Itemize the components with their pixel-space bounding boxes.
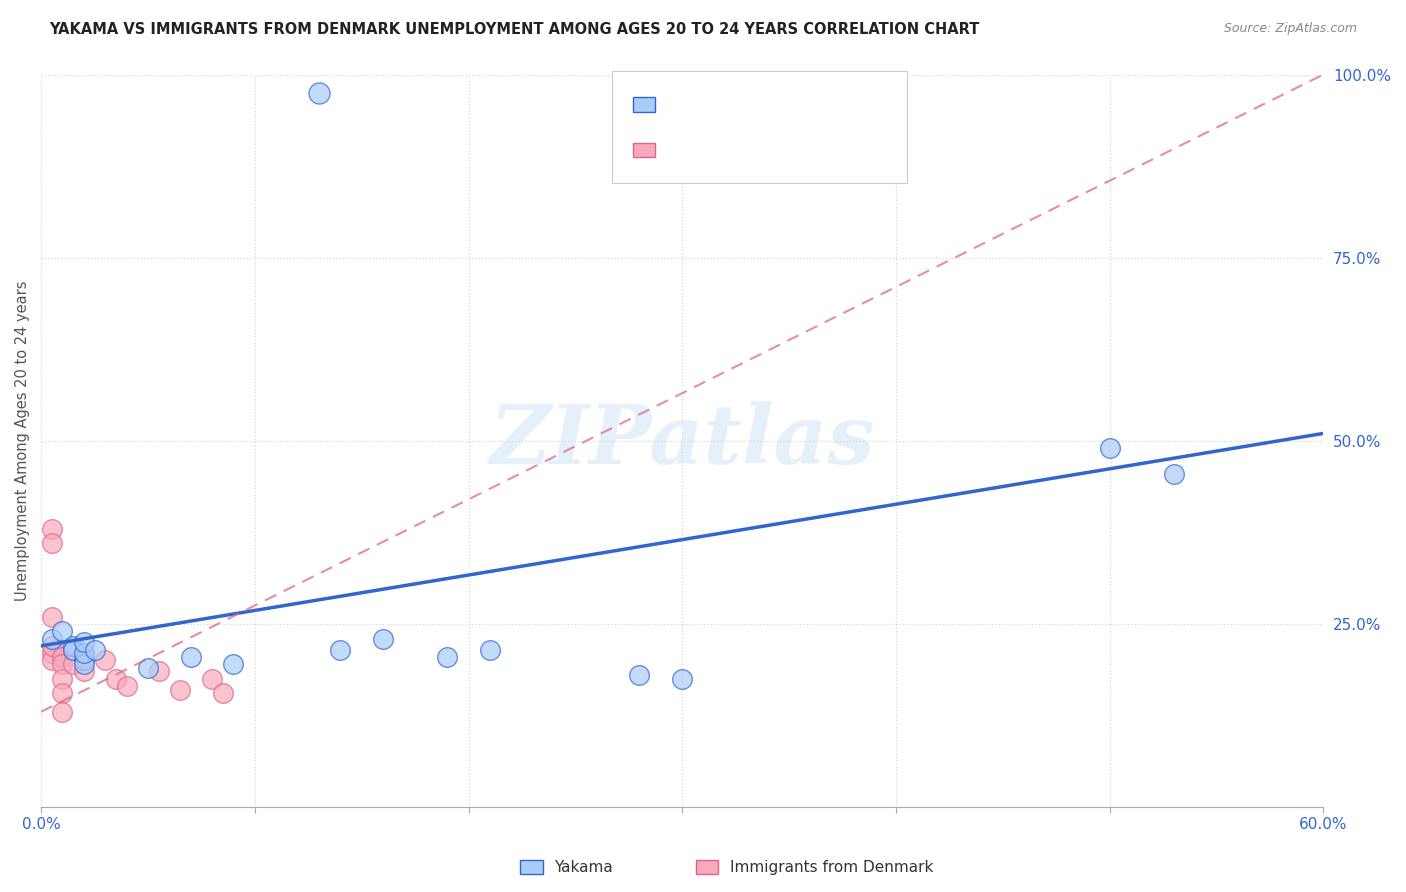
Point — [41, 646, 63, 660]
Point — [41, 536, 63, 550]
Point — [436, 649, 458, 664]
Point — [73, 657, 96, 672]
Point — [478, 642, 501, 657]
Point — [62, 639, 84, 653]
Y-axis label: Unemployment Among Ages 20 to 24 years: Unemployment Among Ages 20 to 24 years — [15, 280, 30, 601]
Point — [671, 672, 693, 686]
Point — [51, 624, 73, 639]
Point — [104, 672, 127, 686]
Text: 0.277: 0.277 — [695, 95, 742, 113]
Point — [94, 653, 117, 667]
Point — [148, 665, 170, 679]
Point — [308, 86, 330, 100]
Point — [51, 686, 73, 700]
Text: Source: ZipAtlas.com: Source: ZipAtlas.com — [1223, 22, 1357, 36]
Point — [51, 705, 73, 719]
Point — [73, 635, 96, 649]
Point — [51, 672, 73, 686]
Point — [115, 679, 138, 693]
Point — [73, 646, 96, 660]
Point — [73, 649, 96, 664]
Point — [136, 661, 159, 675]
Text: ZIPatlas: ZIPatlas — [489, 401, 875, 481]
Point — [180, 649, 202, 664]
Text: 0.185: 0.185 — [695, 141, 742, 159]
Point — [41, 639, 63, 653]
Point — [1163, 467, 1185, 481]
Point — [329, 642, 352, 657]
Text: R =: R = — [666, 95, 703, 113]
Point — [73, 665, 96, 679]
Point — [73, 653, 96, 667]
Point — [41, 609, 63, 624]
Point — [62, 642, 84, 657]
Point — [211, 686, 233, 700]
Point — [41, 522, 63, 536]
Point — [51, 649, 73, 664]
Point — [222, 657, 245, 672]
Text: 22: 22 — [793, 141, 814, 159]
Point — [41, 632, 63, 646]
Text: Yakama: Yakama — [554, 860, 613, 874]
Point — [169, 682, 191, 697]
Text: N =: N = — [751, 95, 799, 113]
Point — [201, 672, 224, 686]
Point — [371, 632, 394, 646]
Point — [83, 642, 105, 657]
Point — [62, 642, 84, 657]
Point — [628, 668, 651, 682]
Point — [51, 657, 73, 672]
Point — [41, 653, 63, 667]
Text: YAKAMA VS IMMIGRANTS FROM DENMARK UNEMPLOYMENT AMONG AGES 20 TO 24 YEARS CORRELA: YAKAMA VS IMMIGRANTS FROM DENMARK UNEMPL… — [49, 22, 980, 37]
Point — [1098, 441, 1121, 455]
Text: 20: 20 — [793, 95, 814, 113]
Point — [62, 657, 84, 672]
Text: R =: R = — [666, 141, 703, 159]
Text: N =: N = — [751, 141, 799, 159]
Text: Immigrants from Denmark: Immigrants from Denmark — [730, 860, 934, 874]
